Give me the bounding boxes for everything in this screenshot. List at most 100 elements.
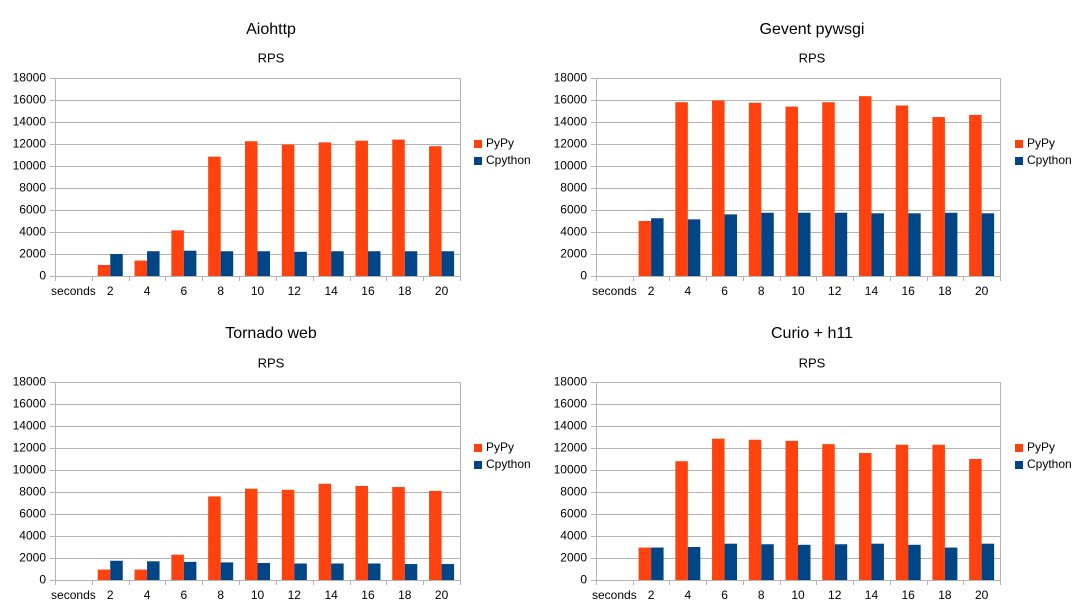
bar-pypy-14: [858, 452, 872, 580]
y-tick-label: 0: [580, 269, 587, 283]
x-tick-label: 14: [324, 588, 338, 602]
x-tick-label: 16: [902, 588, 916, 602]
legend-label: PyPy: [1027, 440, 1055, 454]
bar-pypy-10: [244, 141, 258, 276]
bar-cpython-12: [834, 544, 848, 580]
x-tick-label: 6: [181, 284, 188, 298]
chart-subtitle: RPS: [799, 50, 826, 65]
bar-cpython-16: [908, 213, 921, 276]
bar-cpython-6: [183, 561, 197, 580]
bar-pypy-12: [281, 489, 295, 580]
y-tick-label: 14000: [554, 115, 588, 129]
y-tick-label: 10000: [554, 159, 588, 173]
y-tick-label: 12000: [554, 137, 588, 151]
bar-cpython-10: [257, 251, 271, 276]
bar-pypy-14: [858, 96, 872, 277]
chart-title: Curio + h11: [771, 325, 853, 342]
bar-pypy-18: [932, 444, 945, 580]
y-tick-label: 18000: [554, 71, 588, 85]
bar-cpython-12: [294, 251, 307, 276]
x-tick-label: seconds: [51, 284, 96, 298]
x-tick-label: 16: [361, 588, 375, 602]
x-tick-label: 4: [144, 284, 151, 298]
bar-cpython-16: [367, 251, 381, 276]
bar-cpython-8: [761, 544, 774, 580]
bar-pypy-16: [355, 140, 368, 276]
y-tick-label: 18000: [554, 375, 588, 389]
bar-cpython-10: [798, 544, 811, 580]
bar-pypy-20: [429, 146, 442, 276]
y-tick-label: 16000: [554, 93, 588, 107]
bar-cpython-2: [110, 560, 123, 580]
chart-subtitle: RPS: [799, 355, 826, 370]
y-tick-label: 16000: [13, 93, 47, 107]
chart-title: Aiohttp: [246, 21, 296, 38]
bar-pypy-14: [318, 483, 332, 580]
bar-cpython-6: [724, 214, 738, 276]
chart-title: Tornado web: [225, 325, 317, 342]
x-tick-label: 2: [648, 588, 655, 602]
bar-cpython-8: [220, 251, 234, 276]
bar-pypy-2: [97, 265, 111, 276]
x-tick-label: 10: [251, 588, 265, 602]
x-tick-label: 14: [865, 284, 879, 298]
bar-pypy-18: [392, 139, 405, 276]
x-tick-label: 12: [828, 284, 842, 298]
x-tick-label: 2: [107, 284, 114, 298]
y-tick-label: 12000: [554, 441, 588, 455]
x-tick-label: 12: [288, 588, 302, 602]
y-tick-label: 16000: [554, 397, 588, 411]
bar-cpython-18: [944, 547, 958, 580]
x-tick-label: 18: [938, 588, 952, 602]
bar-pypy-8: [748, 102, 762, 276]
x-tick-label: 20: [975, 284, 989, 298]
y-tick-label: 0: [580, 573, 587, 587]
x-tick-label: 20: [435, 588, 449, 602]
x-tick-label: 16: [902, 284, 916, 298]
bar-pypy-20: [429, 490, 442, 580]
y-tick-label: 10000: [13, 159, 47, 173]
y-tick-label: 16000: [13, 397, 47, 411]
bar-pypy-12: [281, 144, 295, 276]
chart-3: Curio + h11 RPS 0 2000 4000 6000 8000 10000 1200…: [554, 325, 1072, 602]
x-tick-label: 10: [791, 284, 805, 298]
legend-label: PyPy: [486, 136, 514, 150]
legend-label: Cpython: [486, 153, 531, 167]
bar-cpython-18: [944, 212, 958, 276]
bar-pypy-20: [969, 459, 982, 580]
bar-pypy-4: [675, 102, 688, 276]
y-tick-label: 4000: [560, 225, 587, 239]
legend-label: Cpython: [1027, 153, 1072, 167]
legend-swatch-cpython: [474, 157, 482, 165]
bar-pypy-8: [208, 496, 221, 580]
x-tick-label: 20: [435, 284, 449, 298]
x-tick-label: 8: [217, 588, 224, 602]
bar-pypy-4: [675, 461, 688, 580]
y-tick-label: 2000: [19, 247, 46, 261]
y-tick-label: 4000: [19, 225, 46, 239]
y-tick-label: 14000: [554, 419, 588, 433]
x-tick-label: 18: [938, 284, 952, 298]
y-tick-label: 0: [39, 573, 46, 587]
legend-swatch-cpython: [1015, 157, 1023, 165]
legend-label: Cpython: [486, 457, 531, 471]
bar-pypy-8: [208, 156, 221, 276]
legend-label: PyPy: [486, 440, 514, 454]
legend-swatch-pypy: [1015, 140, 1023, 148]
x-tick-label: 18: [398, 284, 412, 298]
bar-pypy-12: [822, 444, 835, 580]
bar-pypy-6: [712, 438, 725, 580]
x-tick-label: 4: [684, 284, 691, 298]
chart-title: Gevent pywsgi: [760, 21, 865, 38]
bar-cpython-12: [834, 212, 848, 276]
legend-swatch-cpython: [1015, 461, 1023, 469]
y-tick-label: 4000: [19, 529, 46, 543]
bar-cpython-6: [183, 250, 197, 276]
x-tick-label: 16: [361, 284, 375, 298]
y-tick-label: 10000: [554, 463, 588, 477]
bar-cpython-14: [871, 543, 884, 580]
y-tick-label: 2000: [19, 551, 46, 565]
y-tick-label: 14000: [13, 115, 47, 129]
bar-cpython-16: [908, 544, 921, 580]
bar-cpython-18: [404, 564, 418, 580]
